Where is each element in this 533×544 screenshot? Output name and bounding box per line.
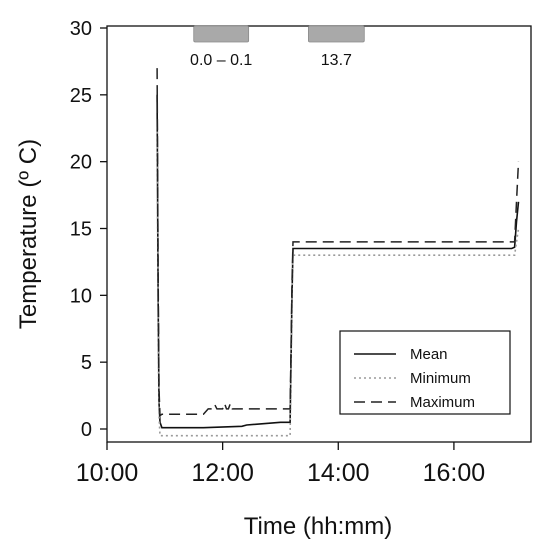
- legend-label: Mean: [410, 346, 448, 363]
- exposure-bar: [193, 25, 250, 43]
- y-axis-title: Temperature (º C): [15, 139, 42, 329]
- x-tick-label: 14:00: [307, 459, 370, 487]
- legend-box: [339, 330, 511, 415]
- series-line-mean: [156, 94, 520, 429]
- y-tick-label: 10: [70, 285, 92, 307]
- legend-label: Minimum: [410, 370, 471, 387]
- y-tick-label: 25: [70, 85, 92, 107]
- y-tick-label: 0: [81, 419, 92, 441]
- legend-label: Maximum: [410, 394, 475, 411]
- y-tick-label: 30: [70, 18, 92, 40]
- y-tick-label: 20: [70, 152, 92, 174]
- series-line-maximum: [156, 68, 520, 417]
- x-axis-title: Time (hh:mm): [244, 513, 392, 540]
- y-tick-label: 15: [70, 219, 92, 241]
- x-tick-label: 12:00: [191, 459, 254, 487]
- x-tick-label: 16:00: [423, 459, 486, 487]
- y-tick-label: 5: [81, 352, 92, 374]
- exposure-bar-label: 0.0 – 0.1: [190, 52, 252, 69]
- exposure-bar-label: 13.7: [321, 52, 352, 69]
- exposure-bar: [307, 25, 365, 43]
- x-tick-label: 10:00: [76, 459, 139, 487]
